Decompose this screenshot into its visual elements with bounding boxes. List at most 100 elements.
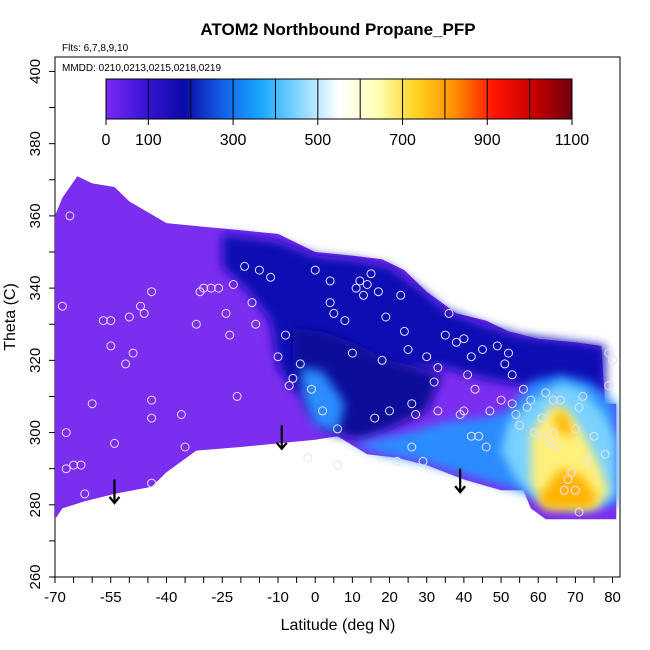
sample-point	[214, 283, 224, 293]
sample-point	[429, 377, 439, 387]
sample-point	[240, 261, 250, 271]
sample-point	[221, 308, 231, 318]
sample-point	[504, 348, 513, 358]
sample-point	[481, 442, 491, 452]
sample-point	[440, 330, 450, 340]
x-tick-label: 40	[456, 589, 473, 606]
sample-point	[254, 265, 264, 275]
sample-point	[139, 308, 149, 318]
x-tick-label: -70	[44, 589, 66, 606]
y-axis-label: Theta (C)	[2, 283, 19, 351]
sample-point	[433, 406, 443, 416]
sample-point	[526, 395, 536, 405]
chart-title: ATOM2 Northbound Propane_PFP	[200, 20, 475, 39]
flights-label: Flts: 6,7,8,9,10	[62, 43, 129, 54]
sample-point	[318, 406, 328, 416]
sample-point	[455, 410, 465, 419]
sample-point	[247, 298, 257, 308]
sample-point	[396, 290, 406, 300]
x-tick-label: -40	[156, 589, 178, 606]
sample-point	[515, 420, 525, 430]
sample-point	[459, 334, 469, 344]
sample-point	[76, 460, 86, 470]
sample-point	[466, 431, 476, 441]
sample-point	[544, 438, 554, 448]
y-tick-label: 280	[27, 492, 44, 517]
sample-point	[567, 467, 577, 477]
sample-point	[366, 269, 376, 279]
colorbar-tick-label: 900	[474, 132, 501, 149]
sample-point	[399, 326, 409, 336]
sample-point	[478, 345, 487, 354]
x-tick-label: 10	[344, 589, 361, 606]
sample-point	[418, 456, 428, 466]
sample-point	[373, 287, 383, 297]
sample-point	[121, 359, 131, 369]
y-tick-label: 320	[27, 348, 44, 373]
sample-point	[385, 406, 394, 416]
field-orange-upper	[553, 407, 576, 437]
arrow-head	[275, 442, 288, 451]
sample-point	[500, 359, 510, 369]
y-tick-label: 400	[27, 59, 44, 84]
sample-point	[392, 456, 402, 466]
sample-point	[518, 384, 528, 394]
sample-point	[578, 391, 588, 401]
x-tick-label: 0	[311, 589, 319, 606]
sample-point	[604, 381, 614, 391]
sample-point	[273, 352, 283, 362]
colorbar-tick-label: 1100	[555, 132, 590, 149]
sample-points	[57, 211, 618, 517]
sample-point	[362, 280, 372, 289]
sample-point	[407, 399, 417, 409]
sample-point	[228, 280, 238, 289]
sample-point	[288, 373, 298, 383]
sample-point	[232, 391, 242, 401]
x-tick-label: 20	[381, 589, 398, 606]
sample-point	[106, 316, 116, 326]
x-tick-label: 80	[604, 589, 621, 606]
sample-point	[325, 276, 335, 286]
sample-point	[433, 363, 443, 373]
sample-point	[570, 485, 580, 495]
sample-point	[470, 384, 480, 394]
sample-point	[541, 388, 551, 398]
x-tick-label: 60	[530, 589, 547, 606]
x-tick-label: -55	[100, 589, 122, 606]
colorbar-ticks: 0 100 300 500 700 900 1100	[102, 119, 590, 149]
sample-point	[61, 428, 71, 438]
sample-point	[522, 402, 532, 412]
sample-point	[136, 301, 145, 311]
sample-point	[57, 301, 67, 311]
sample-point	[600, 449, 610, 459]
x-axis: -70 -55 -40 -25 -10 0 10 20 30 40 50 60 70 80	[44, 577, 621, 606]
arrow-head	[454, 485, 467, 494]
sample-point	[359, 290, 368, 300]
arrow-head	[108, 496, 121, 505]
sample-point	[574, 507, 584, 517]
sample-point	[329, 308, 339, 318]
sample-point	[69, 460, 79, 470]
colorbar-tick-label: 100	[135, 132, 162, 149]
sample-point	[411, 410, 421, 419]
colorbar-tick-label: 300	[220, 132, 247, 149]
sample-point	[355, 276, 365, 286]
x-tick-label: -25	[211, 589, 233, 606]
sample-point	[180, 442, 190, 452]
sample-point	[511, 410, 521, 419]
sample-point	[563, 475, 573, 484]
sample-point	[325, 298, 335, 308]
sample-point	[147, 478, 157, 488]
colorbar-gradient	[105, 78, 573, 120]
sample-point	[589, 431, 599, 441]
sample-point	[552, 442, 562, 452]
sample-point	[225, 330, 235, 340]
sample-point	[87, 399, 97, 409]
field-blue-core	[300, 367, 345, 433]
sample-point	[463, 370, 473, 380]
sample-point	[444, 308, 454, 318]
sample-point	[530, 428, 539, 438]
sample-point	[582, 456, 591, 466]
sample-point	[496, 395, 506, 405]
sample-point	[106, 341, 116, 351]
